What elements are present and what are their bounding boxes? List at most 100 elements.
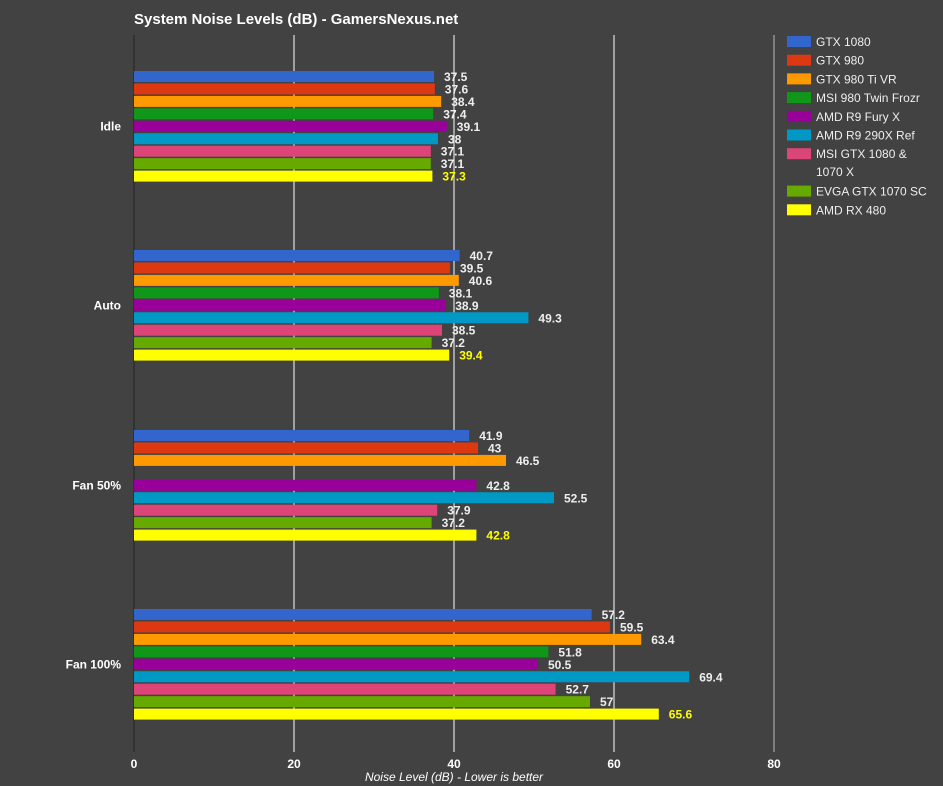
legend: GTX 1080 GTX 980 GTX 980 Ti VR MSI 980 Twin… [787,35,927,217]
bar [134,609,592,620]
data-label: 37.5 [444,70,468,84]
bar [134,658,538,670]
bar [134,324,442,336]
legend-item: AMD R9 Fury X [787,110,900,124]
legend-label: GTX 1080 [816,35,871,49]
category-label: Fan 50% [72,478,121,492]
chart-title: System Noise Levels (dB) - GamersNexus.n… [134,11,458,28]
bar [134,312,529,324]
bar [134,262,450,274]
bar [134,696,590,708]
legend-label: MSI 980 Twin Frozr [816,91,920,105]
legend-label: EVGA GTX 1070 SC [816,185,927,199]
legend-label: MSI GTX 1080 & [816,147,907,161]
bar [134,95,442,107]
bar [134,430,470,441]
data-label: 37.3 [442,170,466,184]
data-label: 37.6 [445,82,469,96]
bar [134,120,447,132]
data-label: 63.4 [651,633,675,647]
bar [134,708,659,720]
data-label: 39.5 [460,261,484,275]
data-label: 38.1 [449,286,473,300]
bar [134,454,506,466]
data-label: 52.5 [564,491,588,505]
data-label: 38.4 [451,95,475,109]
data-label: 41.9 [479,429,503,443]
legend-swatch [787,129,811,141]
bar [134,492,554,504]
bar [134,671,690,683]
legend-item: MSI 980 Twin Frozr [787,91,920,105]
bars: 37.537.638.437.439.13837.137.137.340.739… [134,70,723,722]
data-label: 50.5 [548,658,572,672]
bar [134,71,434,82]
legend-swatch [787,185,811,197]
legend-swatch [787,36,811,47]
legend-swatch [787,204,811,216]
legend-item: EVGA GTX 1070 SC [787,185,927,199]
bar [134,646,549,658]
data-label: 37.9 [447,504,471,518]
legend-label: GTX 980 [816,54,864,68]
legend-item: GTX 980 [787,54,864,68]
bar [134,504,438,516]
bar [134,250,460,261]
bar [134,274,459,286]
legend-item: AMD RX 480 [787,203,886,217]
data-label: 37.2 [442,516,466,530]
legend-item: MSI GTX 1080 & 1070 X [787,147,907,179]
data-label: 52.7 [566,683,590,697]
x-tick-label: 0 [131,757,138,771]
bar [134,337,432,349]
data-label: 46.5 [516,454,540,468]
legend-swatch [787,110,811,122]
data-label: 40.7 [470,249,494,263]
bar [134,529,477,541]
data-label: 37.2 [442,336,466,350]
legend-label: AMD R9 290X Ref [816,129,915,143]
legend-item: GTX 980 Ti VR [787,72,897,86]
bar [134,108,434,120]
bar [134,299,446,311]
data-label: 59.5 [620,620,644,634]
bar [134,633,642,645]
data-label: 39.1 [457,120,481,134]
x-tick-label: 60 [607,757,621,771]
data-label: 37.4 [443,107,467,121]
data-label: 51.8 [558,645,582,659]
x-tick-label: 20 [287,757,301,771]
data-label: 57.2 [602,608,626,622]
data-label: 38 [448,132,462,146]
data-label: 42.8 [486,479,510,493]
bar [134,133,438,145]
data-label: 38.9 [455,299,479,313]
bar [134,158,431,170]
category-label: Auto [94,298,121,312]
data-label: 37.1 [441,157,465,171]
x-tick-label: 80 [767,757,781,771]
x-axis-label: Noise Level (dB) - Lower is better [365,770,544,784]
legend-item: AMD R9 290X Ref [787,129,915,143]
bar [134,683,556,695]
legend-label: AMD R9 Fury X [816,110,900,124]
bar [134,145,431,157]
data-label: 40.6 [469,274,493,288]
bar [134,83,435,95]
x-tick-label: 40 [447,757,461,771]
bar [134,287,439,299]
data-label: 43 [488,441,502,455]
legend-label: GTX 980 Ti VR [816,72,897,86]
data-label: 49.3 [538,311,562,325]
bar [134,170,433,182]
bar [134,479,477,491]
category-label: Idle [100,119,121,133]
legend-label: AMD RX 480 [816,203,886,217]
legend-item: GTX 1080 [787,35,871,49]
legend-swatch [787,148,811,160]
legend-label: 1070 X [816,165,854,179]
bar [134,349,450,361]
x-tick-labels: 0 20 40 60 80 [131,757,781,771]
data-label: 57 [600,695,614,709]
